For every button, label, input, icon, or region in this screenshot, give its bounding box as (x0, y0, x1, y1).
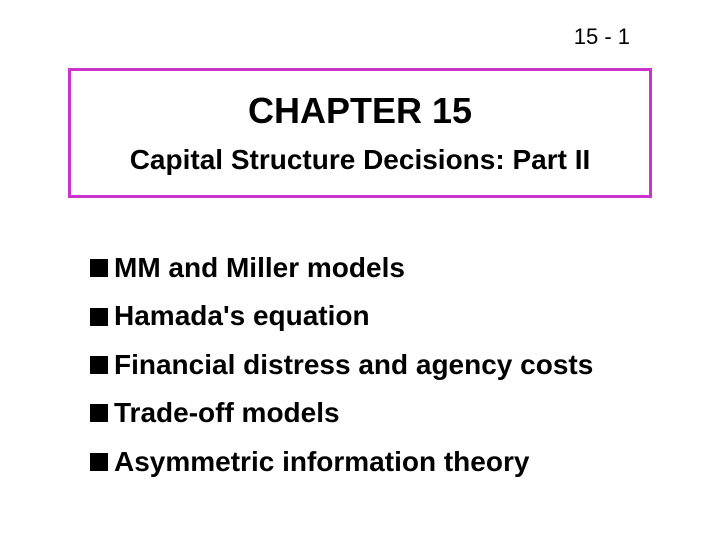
bullet-icon (90, 356, 108, 374)
bullet-icon (90, 308, 108, 326)
bullet-text: Hamada's equation (114, 298, 370, 334)
list-item: Asymmetric information theory (90, 444, 660, 480)
page-number: 15 - 1 (574, 24, 630, 50)
title-box: CHAPTER 15 Capital Structure Decisions: … (68, 68, 652, 198)
list-item: MM and Miller models (90, 250, 660, 286)
list-item: Hamada's equation (90, 298, 660, 334)
list-item: Financial distress and agency costs (90, 347, 660, 383)
bullet-list: MM and Miller models Hamada's equation F… (90, 250, 660, 492)
bullet-icon (90, 453, 108, 471)
bullet-text: Financial distress and agency costs (114, 347, 593, 383)
chapter-title: CHAPTER 15 (248, 90, 472, 132)
bullet-icon (90, 404, 108, 422)
bullet-text: MM and Miller models (114, 250, 405, 286)
bullet-icon (90, 259, 108, 277)
list-item: Trade-off models (90, 395, 660, 431)
bullet-text: Trade-off models (114, 395, 340, 431)
chapter-subtitle: Capital Structure Decisions: Part II (130, 144, 591, 176)
bullet-text: Asymmetric information theory (114, 444, 529, 480)
